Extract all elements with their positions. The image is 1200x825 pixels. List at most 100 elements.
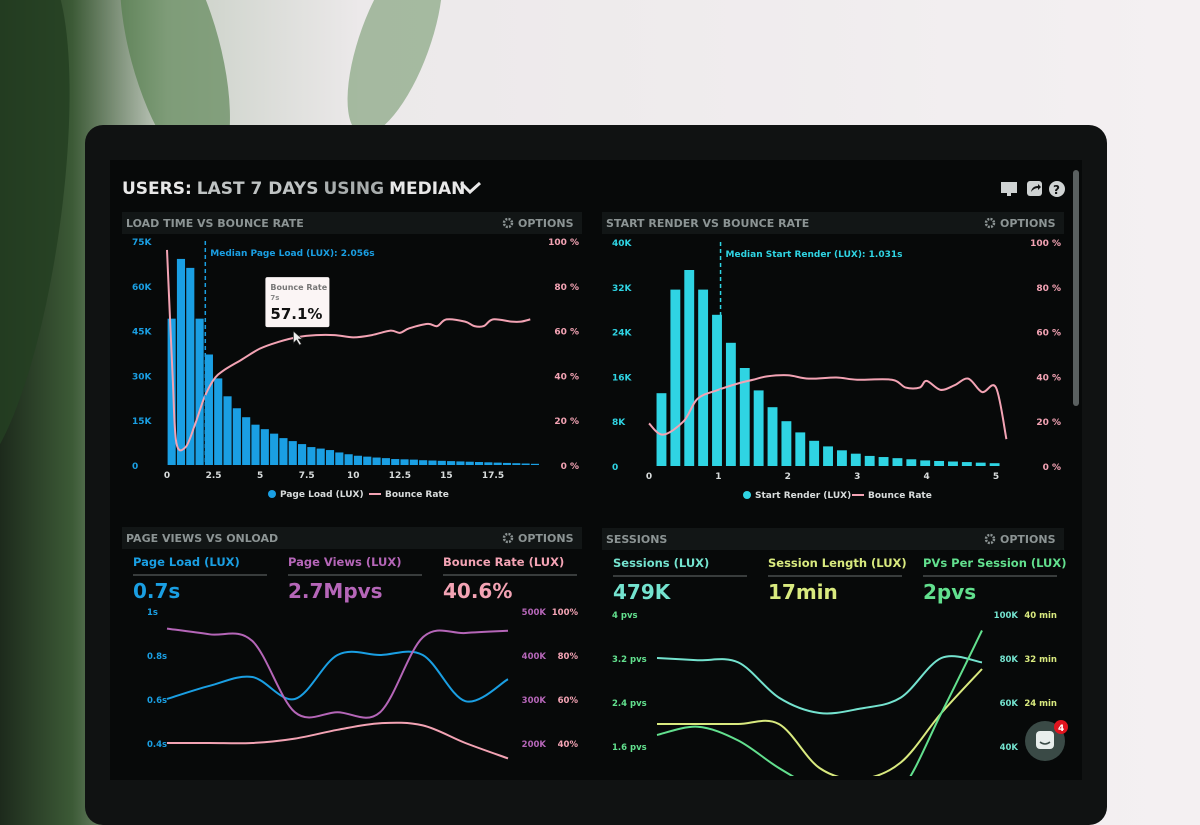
x-tick: 17.5 xyxy=(482,471,504,481)
histogram-bar xyxy=(260,429,269,465)
y-left-tick: 0.4s xyxy=(147,740,167,750)
histogram-bar xyxy=(186,267,195,465)
gear-icon xyxy=(984,217,996,229)
options-button[interactable]: OPTIONS xyxy=(502,217,574,230)
histogram-bar xyxy=(307,447,316,465)
tooltip-value: 57.1% xyxy=(270,305,322,323)
y-right-tick: 20 % xyxy=(1036,418,1061,428)
title-using: USING xyxy=(324,179,385,199)
histogram-bar xyxy=(176,258,186,465)
histogram-bar xyxy=(204,354,213,465)
histogram-bar xyxy=(372,457,381,465)
kpi-value: 2pvs xyxy=(923,580,976,604)
help-icon[interactable]: ? xyxy=(1049,181,1065,197)
histogram-bar xyxy=(270,433,279,465)
series-line xyxy=(167,721,509,760)
options-button[interactable]: OPTIONS xyxy=(502,532,574,545)
y-left-tick: 15K xyxy=(132,417,153,427)
y-right-tick: 40 % xyxy=(1036,373,1061,383)
legend-label[interactable]: Start Render (LUX) xyxy=(755,491,851,501)
x-tick: 5 xyxy=(257,471,263,481)
legend-label[interactable]: Bounce Rate xyxy=(385,490,449,500)
y-left-tick: 8K xyxy=(612,418,626,428)
series-line xyxy=(656,630,983,776)
histogram-bar xyxy=(767,407,778,466)
histogram-bar xyxy=(428,460,437,465)
y-right-tick: 0 % xyxy=(1043,463,1061,473)
x-tick: 4 xyxy=(923,472,929,482)
options-label: OPTIONS xyxy=(1000,217,1056,230)
options-label: OPTIONS xyxy=(518,217,574,230)
bounce-rate-line xyxy=(166,249,531,452)
histogram-bar xyxy=(795,432,806,466)
panel-title: START RENDER VS BOUNCE RATE xyxy=(606,217,809,230)
options-button[interactable]: OPTIONS xyxy=(984,217,1056,230)
histogram-bar xyxy=(753,390,764,466)
y-right-tick: 20 % xyxy=(554,417,579,427)
y-right-tick: 60K xyxy=(1000,699,1019,709)
y-right-tick: 80% xyxy=(558,652,579,662)
histogram-bar xyxy=(850,453,861,466)
histogram-bar xyxy=(725,342,736,466)
y-right-tick: 40% xyxy=(558,740,579,750)
histogram-bar xyxy=(739,368,750,466)
histogram-bar xyxy=(892,458,903,466)
tooltip-title: Bounce Rate xyxy=(270,283,327,292)
y-left-tick: 0.6s xyxy=(147,696,167,706)
histogram-bar xyxy=(809,440,820,466)
y-right-tick: 60% xyxy=(558,696,579,706)
y-right-tick: 400K xyxy=(522,652,547,662)
y-right-tick: 60 % xyxy=(1036,329,1061,339)
y-right-tick: 500K xyxy=(522,608,547,618)
histogram-bar xyxy=(906,459,917,466)
histogram-bar xyxy=(823,446,833,466)
histogram-bar xyxy=(521,463,530,465)
kpi-label: Page Load (LUX) xyxy=(133,555,240,569)
histogram-bar xyxy=(214,378,223,465)
y-right-tick: 300K xyxy=(522,696,547,706)
panel-title: PAGE VIEWS VS ONLOAD xyxy=(126,532,278,545)
options-label: OPTIONS xyxy=(518,532,574,545)
panel-header xyxy=(602,212,1064,234)
median-annotation: Median Start Render (LUX): 1.031s xyxy=(726,250,903,260)
histogram-bar xyxy=(437,460,446,465)
histogram-bar xyxy=(512,463,521,465)
scrollbar[interactable] xyxy=(1073,170,1079,406)
y-right-tick: 60 % xyxy=(554,328,579,338)
y-left-tick: 30K xyxy=(132,372,153,382)
kpi-label: Page Views (LUX) xyxy=(288,555,401,569)
share-icon[interactable] xyxy=(1027,181,1042,196)
histogram-bar xyxy=(298,444,307,465)
y-left-tick: 32K xyxy=(612,284,633,294)
histogram-bar xyxy=(920,460,931,466)
histogram-bar xyxy=(656,393,667,466)
legend-label[interactable]: Page Load (LUX) xyxy=(280,490,364,500)
x-tick: 7.5 xyxy=(299,471,315,481)
legend-label[interactable]: Bounce Rate xyxy=(868,491,932,501)
options-button[interactable]: OPTIONS xyxy=(984,533,1056,546)
histogram-bar xyxy=(447,461,456,465)
chevron-down-icon[interactable] xyxy=(459,181,482,195)
dashboard-title[interactable]: USERS: LAST 7 DAYS USING MEDIAN xyxy=(122,179,482,199)
histogram-bar xyxy=(484,462,493,465)
chat-button[interactable]: 4 xyxy=(1025,720,1068,761)
kpi-label: Bounce Rate (LUX) xyxy=(443,555,564,569)
panel-start-render-vs-bounce-rate: START RENDER VS BOUNCE RATE OPTIONS Median… xyxy=(602,212,1064,501)
options-label: OPTIONS xyxy=(1000,533,1056,546)
histogram-bar xyxy=(864,455,875,466)
kpi-value: 17min xyxy=(768,580,838,604)
y-right-tick: 100 % xyxy=(1030,239,1061,249)
kpi-label: Sessions (LUX) xyxy=(613,556,709,570)
x-tick: 2.5 xyxy=(206,471,222,481)
histogram-bar xyxy=(456,461,465,465)
gear-icon xyxy=(502,532,514,544)
y-left-tick: 4 pvs xyxy=(612,611,638,621)
title-stat: MEDIAN xyxy=(389,179,465,199)
x-tick: 0 xyxy=(164,471,170,481)
monitor-icon[interactable] xyxy=(1001,182,1017,196)
kpi-label: Session Length (LUX) xyxy=(768,556,907,570)
y-right-tick: 80 % xyxy=(1036,284,1061,294)
x-tick: 0 xyxy=(646,472,652,482)
histogram-bar xyxy=(288,441,297,465)
histogram-bar xyxy=(167,318,176,465)
